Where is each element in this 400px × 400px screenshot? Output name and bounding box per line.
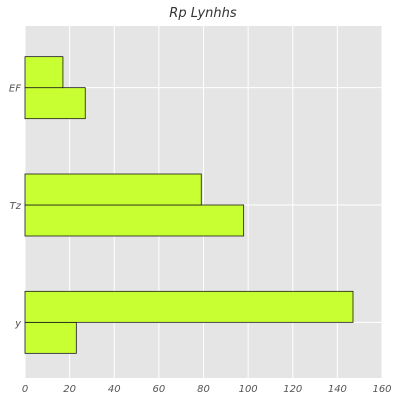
x-tick-label: 20 xyxy=(63,384,76,395)
y-tick-label: Tz xyxy=(10,201,22,212)
x-tick-label: 40 xyxy=(108,384,121,395)
x-tick-label: 60 xyxy=(153,384,166,395)
chart-title: Rp Lynhhs xyxy=(169,6,237,21)
x-axis-ticks: 0 20 40 60 80 100 120 140 160 xyxy=(22,384,392,395)
x-tick-label: 140 xyxy=(328,384,347,395)
bar-ef-series-1 xyxy=(24,87,86,120)
x-tick-label: 0 xyxy=(22,384,28,395)
y-axis-ticks: y Tz EF xyxy=(9,84,22,330)
x-tick-label: 160 xyxy=(372,384,391,395)
y-tick-label: EF xyxy=(9,84,21,95)
bars-group xyxy=(24,56,354,354)
x-tick-label: 80 xyxy=(197,384,210,395)
bar-y-series-2 xyxy=(24,290,354,323)
bar-y-series-1 xyxy=(24,321,77,354)
bar-tz-series-1 xyxy=(24,204,245,237)
x-tick-label: 120 xyxy=(283,384,302,395)
bar-tz-series-2 xyxy=(24,173,202,206)
x-tick-label: 100 xyxy=(239,384,258,395)
bar-ef-series-2 xyxy=(24,56,64,89)
y-tick-label: y xyxy=(14,318,22,329)
